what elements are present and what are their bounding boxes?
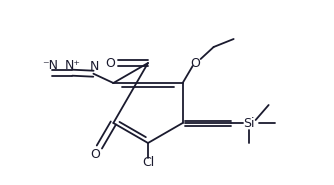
- Text: O: O: [91, 149, 100, 162]
- Text: ⁻N: ⁻N: [42, 59, 58, 72]
- Text: O: O: [191, 56, 201, 70]
- Text: N⁺: N⁺: [64, 59, 80, 72]
- Text: Cl: Cl: [142, 157, 154, 169]
- Text: Si: Si: [243, 117, 255, 130]
- Text: N: N: [90, 60, 99, 73]
- Text: O: O: [105, 56, 115, 70]
